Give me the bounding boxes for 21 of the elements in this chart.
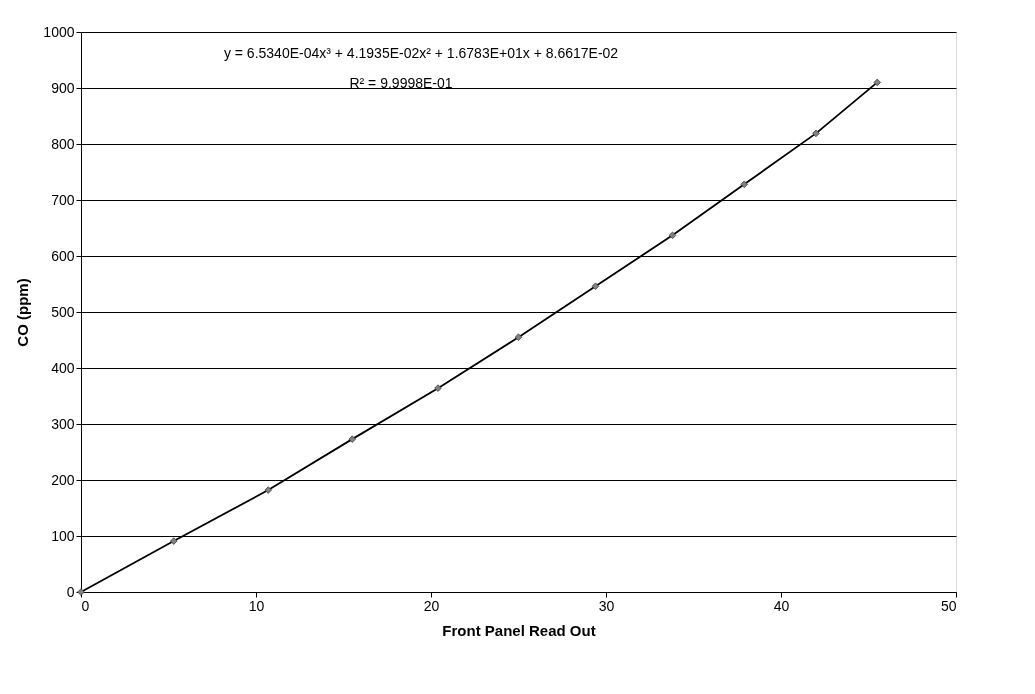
x-tick-label: 40 — [773, 597, 790, 614]
y-tick-label: 200 — [51, 471, 75, 488]
y-tick-label: 100 — [51, 527, 75, 544]
x-axis-title: Front Panel Read Out — [442, 621, 596, 639]
x-tick-label: 30 — [598, 597, 615, 614]
annotation: y = 6.5340E-04x³ + 4.1935E-02x² + 1.6783E+01x + 8.6617E-02 — [223, 45, 619, 61]
x-tick-label: 20 — [423, 597, 440, 614]
y-tick-label: 800 — [51, 135, 75, 152]
annotation: R² = 9.9998E-01 — [349, 75, 453, 91]
y-tick-label: 1000 — [43, 23, 75, 40]
x-tick-label: 10 — [248, 597, 265, 614]
y-tick-label: 900 — [51, 79, 75, 96]
y-tick-label: 300 — [51, 415, 75, 432]
y-axis-title: CO (ppm) — [14, 278, 32, 347]
y-tick-label: 400 — [51, 359, 75, 376]
y-tick-label: 500 — [51, 303, 75, 320]
y-tick-label: 700 — [51, 191, 75, 208]
y-tick-label: 600 — [51, 247, 75, 264]
y-tick-label: 0 — [66, 583, 75, 600]
x-tick-label: 0 — [81, 597, 90, 614]
x-tick-label: 50 — [940, 597, 957, 614]
